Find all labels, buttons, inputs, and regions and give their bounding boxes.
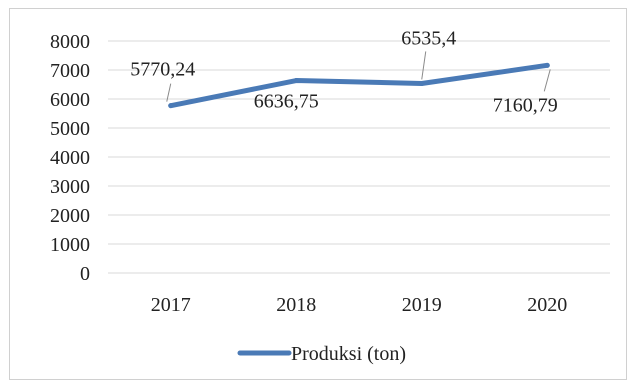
y-axis-ticks: 0 1000 2000 3000 4000 5000 6000 7000 8000	[50, 31, 90, 285]
series-group	[168, 62, 550, 109]
data-point-2018	[293, 78, 299, 84]
data-point-2019	[419, 80, 425, 86]
leader-line-2017	[166, 83, 172, 102]
leader-line-2020	[543, 69, 551, 92]
y-tick-label-4000: 4000	[50, 147, 90, 169]
legend: Produksi (ton)	[237, 343, 406, 365]
data-label-2018: 6636,75	[254, 91, 319, 113]
x-tick-label-2018: 2018	[276, 294, 316, 316]
data-labels: 5770,24 6636,75 6535,4 7160,79	[130, 27, 558, 116]
grid-lines	[108, 40, 610, 274]
y-tick-label-2000: 2000	[50, 205, 90, 227]
x-tick-label-2017: 2017	[151, 294, 191, 316]
x-tick-label-2019: 2019	[402, 294, 442, 316]
y-tick-label-7000: 7000	[50, 60, 90, 82]
y-tick-label-1000: 1000	[50, 234, 90, 256]
x-tick-label-2020: 2020	[527, 294, 567, 316]
y-tick-label-3000: 3000	[50, 176, 90, 198]
y-tick-label-6000: 6000	[50, 89, 90, 111]
data-label-2017: 5770,24	[130, 59, 195, 81]
leader-line-2019	[421, 51, 427, 80]
data-point-2020	[544, 62, 550, 68]
data-point-2017	[168, 103, 174, 109]
y-tick-label-0: 0	[80, 263, 90, 285]
x-axis-ticks: 2017 2018 2019 2020	[151, 294, 568, 316]
legend-label-produksi: Produksi (ton)	[291, 343, 406, 365]
data-label-2020: 7160,79	[493, 94, 558, 116]
y-tick-label-5000: 5000	[50, 118, 90, 140]
series-line-produksi	[168, 62, 550, 109]
data-label-2019: 6535,4	[401, 27, 456, 49]
y-tick-label-8000: 8000	[50, 31, 90, 53]
